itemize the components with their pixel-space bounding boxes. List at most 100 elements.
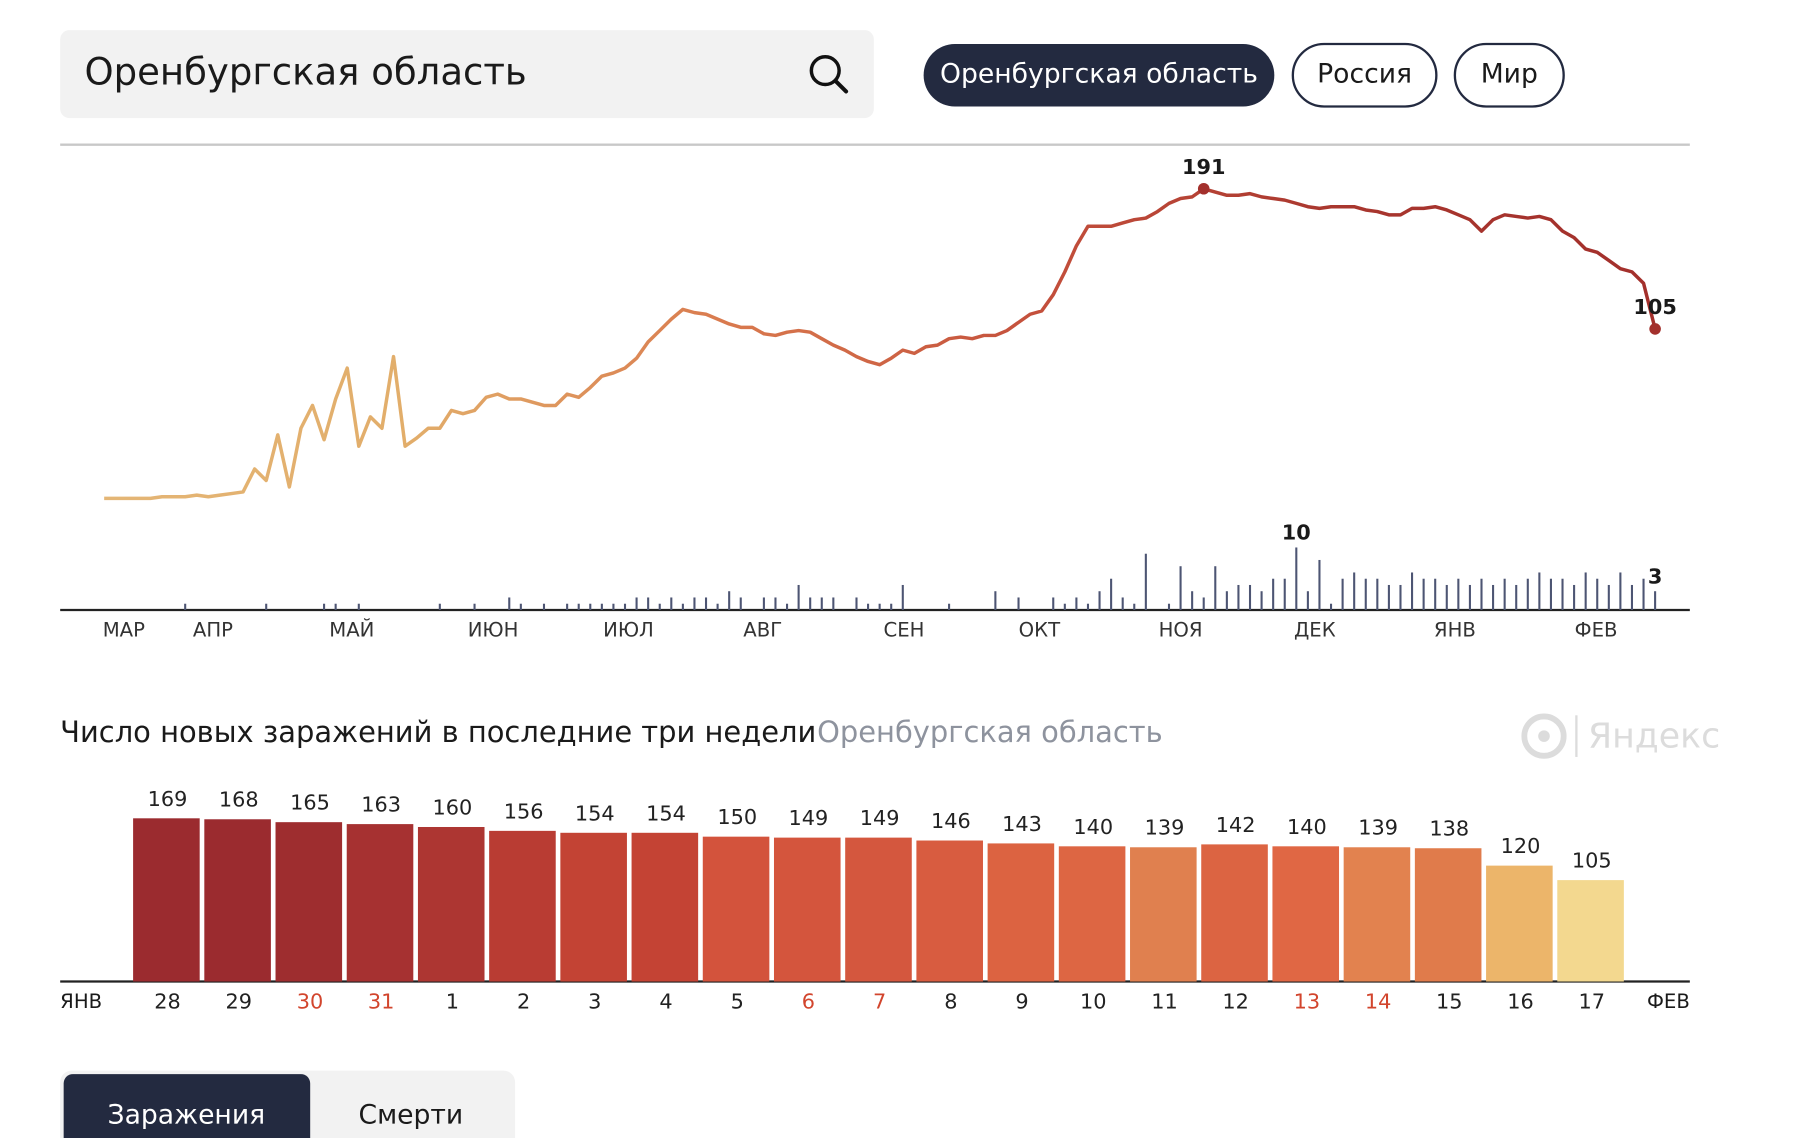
chart-subtitle: Оренбургская область <box>817 715 1163 749</box>
deaths-bar <box>1549 578 1552 610</box>
point-marker <box>1649 323 1661 335</box>
deaths-bar <box>1167 603 1171 610</box>
deaths-bar <box>1492 584 1495 610</box>
deaths-bar <box>901 584 904 610</box>
deaths-bar <box>867 603 870 610</box>
x-tick-label: 8 <box>944 989 957 1013</box>
deaths-bar <box>1538 572 1541 610</box>
deaths-bar <box>1619 572 1622 610</box>
deaths-bar <box>994 591 997 610</box>
deaths-bar <box>647 597 650 610</box>
deaths-bar <box>1642 578 1645 610</box>
deaths-bar <box>542 603 546 610</box>
cases-line <box>104 187 1657 501</box>
bar-label: 10 <box>1282 521 1311 545</box>
x-tick-label: 1 <box>446 989 459 1013</box>
bar-value-label: 140 <box>1073 815 1113 839</box>
x-tick-label: 30 <box>297 989 324 1013</box>
month-label: ЯНВ <box>1434 618 1476 641</box>
bar <box>773 837 841 982</box>
month-label: ИЮН <box>468 618 519 641</box>
logo-icon <box>1521 713 1567 759</box>
bar <box>1058 846 1126 982</box>
bar-value-label: 105 <box>1572 849 1612 873</box>
region-button-label: Оренбургская область <box>940 59 1258 90</box>
search-icon-handle <box>833 79 849 94</box>
deaths-bar <box>1387 584 1390 610</box>
deaths-bar <box>1133 603 1136 610</box>
deaths-bar <box>820 597 823 610</box>
deaths-bar <box>728 591 731 610</box>
search-box[interactable]: Оренбургская область <box>60 30 874 119</box>
x-tick-label: 5 <box>731 989 744 1013</box>
point-marker <box>1197 182 1210 195</box>
bar <box>1486 865 1553 982</box>
search-icon[interactable] <box>809 54 841 87</box>
bar <box>916 840 983 982</box>
deaths-bar <box>855 597 858 610</box>
month-label: ОКТ <box>1019 618 1061 641</box>
deaths-bar <box>1596 578 1599 610</box>
deaths-bar <box>1098 591 1101 610</box>
x-tick-label: 7 <box>873 989 886 1013</box>
deaths-bar <box>1329 603 1333 610</box>
x-tick-label: 11 <box>1151 989 1178 1013</box>
deaths-bar <box>1399 584 1402 610</box>
deaths-bar <box>473 603 476 610</box>
x-tick-label: 17 <box>1578 989 1605 1013</box>
bar-value-label: 149 <box>860 806 900 830</box>
bar-value-label: 165 <box>290 791 330 815</box>
deaths-bar <box>519 603 522 610</box>
month-label: АВГ <box>743 618 782 641</box>
x-tick-label: 29 <box>226 989 253 1013</box>
deaths-bar <box>716 603 719 610</box>
bar-value-label: 138 <box>1429 817 1469 841</box>
deaths-bar <box>1075 597 1078 610</box>
deaths-bar <box>1607 584 1610 610</box>
x-tick-label: 15 <box>1436 989 1463 1013</box>
x-tick-label: 31 <box>368 989 395 1013</box>
tab-active[interactable] <box>63 1074 311 1138</box>
month-label: НОЯ <box>1159 618 1203 641</box>
deaths-bar <box>357 603 360 610</box>
deaths-bar <box>1110 578 1113 610</box>
month-label: ФЕВ <box>1575 618 1618 641</box>
bar-value-label: 160 <box>433 795 473 819</box>
bar-value-label: 139 <box>1145 816 1185 840</box>
bar <box>275 822 343 982</box>
bar-value-label: 140 <box>1287 815 1327 839</box>
point-label: 191 <box>1182 155 1225 179</box>
deaths-bar <box>809 597 812 610</box>
deaths-bar <box>762 597 765 610</box>
deaths-bar <box>323 603 326 610</box>
bar <box>631 832 699 982</box>
axis-end-label: ФЕВ <box>1647 990 1690 1013</box>
deaths-bar <box>1503 578 1506 610</box>
bar <box>1201 844 1268 982</box>
deaths-bar <box>693 597 696 610</box>
region-button[interactable] <box>1453 42 1565 108</box>
region-button[interactable] <box>1291 42 1438 108</box>
deaths-bar <box>1063 603 1066 610</box>
deaths-bar <box>334 603 337 610</box>
deaths-bar <box>635 597 638 610</box>
deaths-bar <box>1341 578 1344 610</box>
bar <box>417 826 485 982</box>
bar <box>133 818 200 982</box>
search-field[interactable] <box>60 30 874 119</box>
logo-text: Яндекс <box>1588 716 1720 756</box>
region-button-active[interactable] <box>923 43 1275 107</box>
deaths-bar <box>658 603 661 610</box>
bar-value-label: 154 <box>575 801 615 825</box>
bar-value-label: 154 <box>646 801 686 825</box>
x-tick-label: 9 <box>1015 989 1028 1013</box>
deaths-bar <box>1468 584 1471 610</box>
bar-value-label: 168 <box>219 788 259 812</box>
deaths-bar <box>508 597 511 610</box>
deaths-bar <box>704 597 708 610</box>
deaths-bar <box>589 603 592 610</box>
deaths-bar <box>612 603 615 610</box>
bar <box>489 830 556 982</box>
region-button-label: Мир <box>1481 59 1538 90</box>
deaths-bar <box>1584 572 1587 610</box>
